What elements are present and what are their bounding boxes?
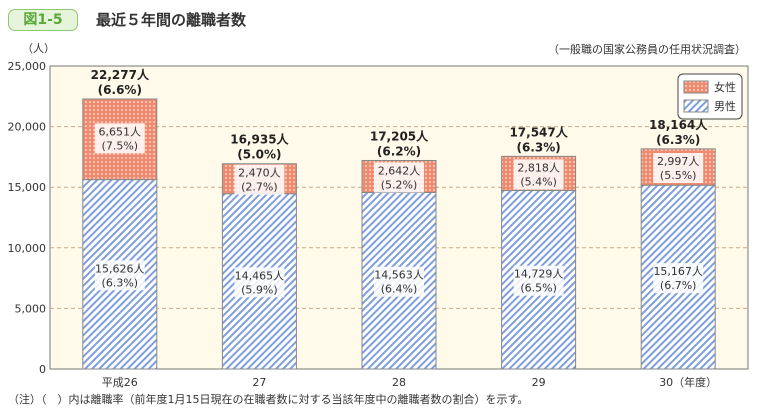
male-label: 15,626人 (95, 262, 145, 275)
male-label: 15,167人 (653, 265, 703, 278)
total-label: 16,935人 (230, 132, 289, 147)
source-note: （一般職の国家公務員の任用状況調査） (548, 43, 746, 56)
female-label-rate: (7.5%) (102, 139, 139, 152)
y-tick-label: 5,000 (15, 302, 47, 315)
female-label-bg (234, 164, 285, 195)
figure-label: 図1-5 (8, 9, 78, 31)
total-rate: (6.3%) (516, 140, 560, 154)
total-rate: (6.3%) (656, 133, 700, 147)
female-label-rate: (5.2%) (381, 178, 418, 191)
total-rate: (6.6%) (98, 83, 142, 97)
y-tick-label: 15,000 (8, 181, 47, 194)
y-tick-label: 10,000 (8, 242, 47, 255)
male-label-rate: (6.3%) (102, 276, 139, 289)
y-axis-label: （人） (22, 42, 55, 55)
male-label-rate: (6.5%) (520, 282, 557, 295)
female-label: 2,642人 (378, 164, 421, 177)
female-label: 6,651人 (99, 125, 142, 138)
female-label: 2,818人 (517, 161, 560, 174)
x-tick-label: 平成26 (102, 376, 138, 389)
x-tick-label: 29 (532, 376, 546, 389)
y-tick-label: 25,000 (8, 60, 47, 73)
total-label: 17,205人 (370, 128, 429, 143)
chart-title: 最近５年間の離職者数 (96, 11, 247, 29)
total-rate: (5.0%) (237, 148, 281, 162)
male-label-bg (513, 265, 564, 296)
female-label: 2,997人 (657, 155, 700, 168)
total-label: 17,547人 (509, 124, 568, 139)
total-label: 18,164人 (649, 117, 708, 132)
legend-female: 女性 (714, 80, 736, 94)
legend-swatch-female (683, 80, 709, 94)
male-label-rate: (5.9%) (241, 283, 278, 296)
male-label: 14,465人 (235, 269, 285, 282)
male-label-bg (374, 266, 424, 297)
x-tick-label: 27 (252, 376, 266, 389)
female-label-bg (653, 153, 704, 184)
male-label-rate: (6.7%) (660, 279, 697, 292)
male-label-bg (94, 260, 145, 291)
footnote: （注）（ ）内は離職率（前年度1月15日現在の在職者数に対する当該年度中の離職者… (8, 393, 529, 406)
legend-swatch-male (683, 99, 709, 113)
female-label-rate: (5.5%) (660, 169, 697, 182)
female-label-bg (513, 159, 564, 190)
female-label-rate: (5.4%) (520, 175, 557, 188)
female-label-bg (94, 123, 145, 154)
male-label-rate: (6.4%) (381, 283, 418, 296)
y-tick-label: 0 (39, 363, 46, 376)
male-label-bg (234, 267, 285, 298)
y-tick-label: 20,000 (8, 121, 47, 134)
x-tick-label: 30（年度） (659, 375, 717, 389)
female-label: 2,470人 (238, 167, 281, 180)
male-label: 14,729人 (514, 268, 564, 281)
total-rate: (6.2%) (377, 144, 421, 158)
male-label: 14,563人 (374, 269, 424, 282)
x-tick-label: 28 (392, 376, 406, 389)
male-label-bg (653, 263, 704, 294)
total-label: 22,277人 (91, 67, 150, 82)
legend-male: 男性 (714, 99, 736, 113)
female-label-bg (374, 162, 424, 193)
female-label-rate: (2.7%) (241, 181, 278, 194)
